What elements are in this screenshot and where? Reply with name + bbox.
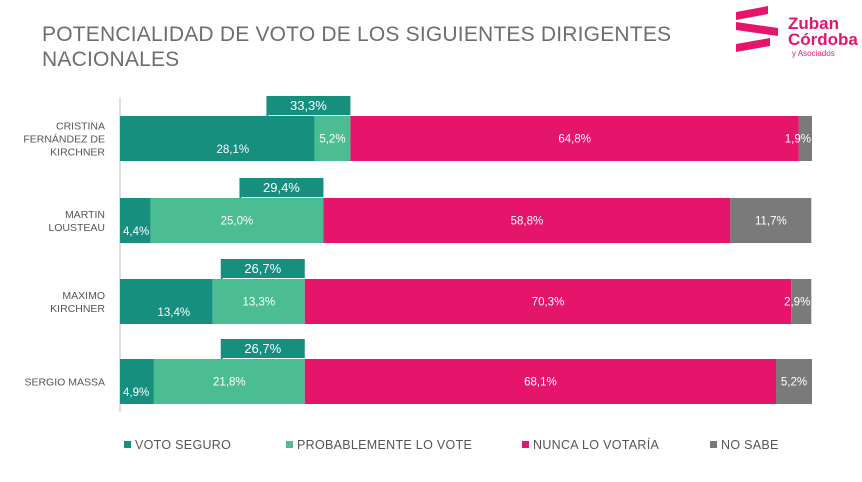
bar-segment bbox=[153, 359, 305, 404]
bar-segment bbox=[212, 279, 305, 324]
legend-swatch bbox=[286, 441, 293, 448]
logo-mark-icon bbox=[736, 6, 778, 52]
total-positive-box bbox=[220, 339, 305, 358]
chart-legend: VOTO SEGURO PROBABLEMENTE LO VOTE NUNCA … bbox=[124, 438, 824, 456]
bar-segment bbox=[304, 279, 792, 324]
category-label: CRISTINA bbox=[56, 121, 105, 133]
data-label: 11,7% bbox=[755, 216, 787, 228]
legend-item-probablemente: PROBABLEMENTE LO VOTE bbox=[286, 438, 472, 452]
legend-swatch bbox=[710, 441, 717, 448]
legend-item-nunca: NUNCA LO VOTARÍA bbox=[522, 438, 659, 452]
bar-segment bbox=[120, 359, 154, 404]
data-label: 1,9% bbox=[785, 134, 811, 146]
data-label: 21,8% bbox=[213, 377, 246, 389]
bar-segment bbox=[120, 279, 213, 324]
total-positive-label: 26,7% bbox=[244, 261, 281, 276]
category-label: KIRCHNER bbox=[50, 303, 105, 315]
bar-segment bbox=[304, 359, 777, 404]
bar-segment bbox=[798, 116, 812, 161]
category-label: SERGIO MASSA bbox=[24, 377, 105, 389]
category-label: KIRCHNER bbox=[50, 147, 105, 159]
legend-item-no-sabe: NO SABE bbox=[710, 438, 779, 452]
logo-text-asociados: y Asociados bbox=[792, 49, 835, 58]
total-positive-box bbox=[239, 178, 324, 197]
legend-swatch bbox=[124, 441, 131, 448]
data-label: 68,1% bbox=[524, 377, 557, 389]
data-label: 5,2% bbox=[319, 134, 345, 146]
bar-segment bbox=[350, 116, 799, 161]
data-label: 13,4% bbox=[157, 307, 190, 319]
bar-segment bbox=[150, 198, 324, 243]
data-label: 58,8% bbox=[511, 216, 544, 228]
total-positive-label: 26,7% bbox=[244, 341, 281, 356]
logo-text-zuban: Zuban bbox=[788, 14, 839, 33]
data-label: 5,2% bbox=[781, 377, 807, 389]
total-positive-label: 33,3% bbox=[290, 98, 327, 113]
data-label: 70,3% bbox=[532, 297, 565, 309]
data-label: 28,1% bbox=[216, 144, 249, 156]
data-label: 4,4% bbox=[123, 226, 149, 238]
legend-item-voto-seguro: VOTO SEGURO bbox=[124, 438, 231, 452]
category-label: LOUSTEAU bbox=[48, 222, 105, 234]
bar-segment bbox=[120, 116, 315, 161]
data-label: 2,9% bbox=[784, 297, 810, 309]
bar-segment bbox=[776, 359, 812, 404]
bar-segment bbox=[120, 198, 151, 243]
bar-segment bbox=[730, 198, 812, 243]
category-label: FERNÁNDEZ DE bbox=[23, 133, 105, 146]
data-label: 64,8% bbox=[558, 134, 591, 146]
chart-title: POTENCIALIDAD DE VOTO DE LOS SIGUIENTES … bbox=[42, 23, 672, 71]
category-label: MAXIMO bbox=[62, 290, 105, 302]
total-positive-box bbox=[220, 259, 305, 278]
brand-logo: Zuban Córdoba y Asociados bbox=[732, 6, 858, 62]
total-positive-box bbox=[266, 96, 351, 115]
data-label: 25,0% bbox=[221, 216, 254, 228]
bar-segment bbox=[323, 198, 731, 243]
logo-text-cordoba: Córdoba bbox=[788, 30, 858, 49]
data-label: 13,3% bbox=[242, 297, 275, 309]
bar-segment bbox=[791, 279, 812, 324]
category-label: MARTIN bbox=[65, 209, 105, 221]
total-positive-label: 29,4% bbox=[263, 180, 300, 195]
bar-segment bbox=[314, 116, 351, 161]
legend-swatch bbox=[522, 441, 529, 448]
data-label: 4,9% bbox=[123, 387, 149, 399]
